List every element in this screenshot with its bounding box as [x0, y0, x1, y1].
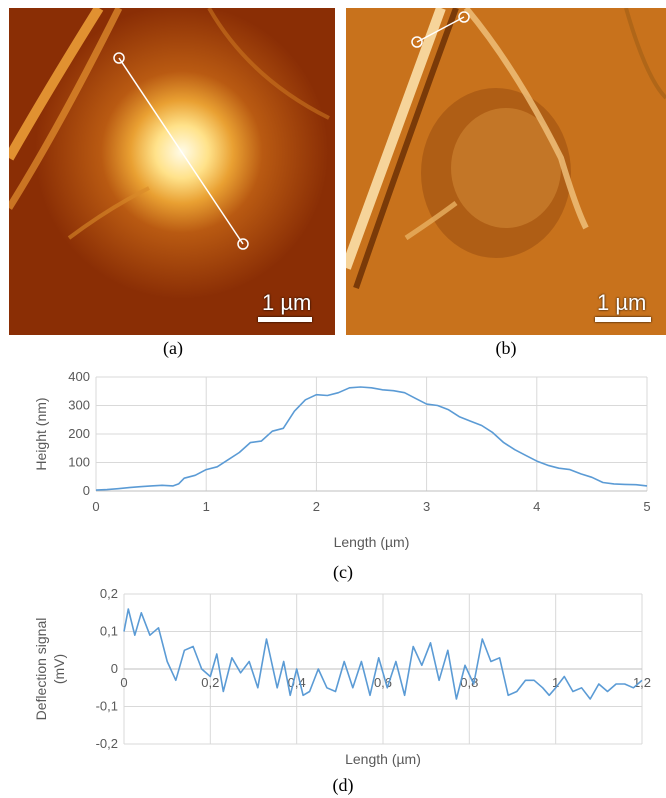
y-axis-label: Height (nm): [33, 397, 49, 470]
x-tick-label: 0: [120, 675, 127, 690]
scalebar-line-b: [595, 317, 651, 322]
x-tick-label: 2: [313, 499, 320, 514]
y-axis-label: (mV): [51, 654, 67, 684]
y-tick-label: -0,2: [96, 736, 118, 751]
x-tick-label: 1: [203, 499, 210, 514]
scalebar-line-a: [258, 317, 312, 322]
caption-a: (a): [163, 338, 183, 358]
scalebar-label-a: 1 µm: [262, 290, 312, 315]
caption-c: (c): [333, 562, 353, 582]
x-axis-label: Length (µm): [345, 751, 421, 767]
y-axis-label: Deflection signal: [33, 618, 49, 721]
caption-d: (d): [332, 775, 354, 795]
y-tick-label: 0,2: [100, 586, 118, 601]
y-tick-label: 0: [111, 661, 118, 676]
series-line: [123, 608, 643, 700]
x-tick-label: 0: [92, 499, 99, 514]
x-tick-label: 0,8: [460, 675, 478, 690]
x-tick-label: 0,4: [288, 675, 306, 690]
afm-height-graphic: [9, 8, 335, 335]
scalebar-label-b: 1 µm: [597, 290, 647, 315]
series-line: [95, 386, 648, 491]
y-tick-label: 0: [83, 483, 90, 498]
y-tick-label: 200: [68, 426, 90, 441]
x-tick-label: 1: [552, 675, 559, 690]
x-tick-label: 1,2: [633, 675, 651, 690]
y-tick-label: 400: [68, 369, 90, 384]
x-axis-label: Length (µm): [334, 534, 410, 550]
x-tick-label: 3: [423, 499, 430, 514]
x-tick-label: 5: [643, 499, 650, 514]
afm-height-image: [9, 8, 335, 335]
y-tick-label: 300: [68, 398, 90, 413]
y-tick-label: 0,1: [100, 624, 118, 639]
y-tick-label: 100: [68, 455, 90, 470]
caption-b: (b): [495, 338, 517, 358]
afm-deflection-graphic: [346, 8, 666, 335]
height-profile-chart: 0 1 2 3 4 5 0 100 200 300 400 Length (µm) Height (nm…: [33, 369, 651, 550]
afm-deflection-image: [346, 8, 666, 335]
y-tick-label: -0,1: [96, 699, 118, 714]
x-tick-label: 0,2: [201, 675, 219, 690]
x-tick-label: 4: [533, 499, 540, 514]
